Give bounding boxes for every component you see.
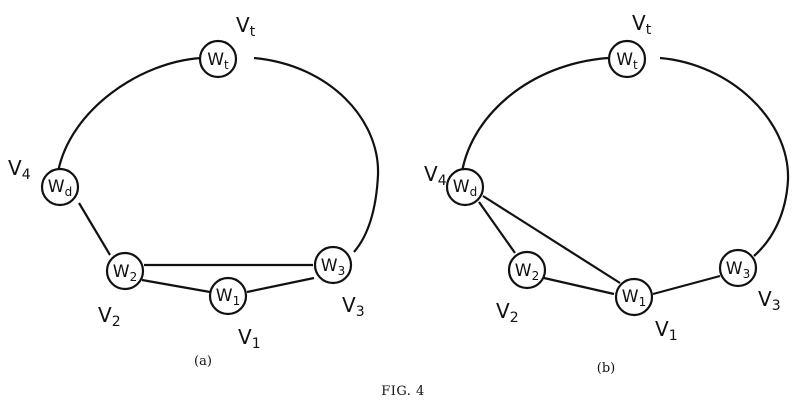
vlabel-v1: V1	[238, 325, 261, 352]
node-w2: W2	[105, 251, 145, 291]
svg-text:Wt: Wt	[616, 50, 638, 72]
svg-text:Wd: Wd	[453, 177, 477, 199]
node-w2: W2	[507, 250, 547, 290]
vlabel-v2: V2	[98, 303, 121, 330]
node-wd: Wd	[445, 167, 485, 207]
svg-text:W1: W1	[622, 287, 646, 309]
edge-w2-w1	[543, 276, 615, 296]
vlabel-v1: V1	[655, 317, 678, 344]
figure-caption: FIG. 4	[381, 384, 425, 399]
edge-wt-wd	[460, 56, 609, 173]
svg-text:W1: W1	[216, 286, 240, 308]
svg-text:Wd: Wd	[48, 177, 72, 199]
edge-wd-w2	[78, 202, 111, 256]
vlabel-vt: Vt	[236, 13, 256, 40]
panel-a: Wt Wd W2 W1 W3 Vt V4 V2 V1 V3 (a)	[8, 13, 380, 369]
vlabel-vt: Vt	[632, 11, 652, 38]
node-wd: Wd	[40, 167, 80, 207]
vlabel-v4: V4	[8, 156, 31, 183]
svg-text:W3: W3	[321, 256, 345, 278]
node-w3: W3	[313, 245, 353, 285]
vlabel-v2: V2	[496, 299, 519, 326]
edge-wd-w1	[482, 195, 621, 284]
svg-text:W2: W2	[113, 262, 137, 284]
node-w1: W1	[208, 276, 248, 316]
node-wt: Wt	[198, 39, 238, 79]
vlabel-v4: V4	[424, 162, 447, 189]
edge-w1-w3	[652, 274, 721, 296]
node-wt: Wt	[607, 39, 647, 79]
vlabel-v3: V3	[342, 293, 365, 320]
edge-w2-w1	[141, 278, 211, 294]
edge-w3-wt	[659, 56, 790, 257]
node-w1: W1	[614, 277, 654, 317]
edge-w3-wt	[253, 56, 380, 253]
vlabel-v3: V3	[758, 287, 781, 314]
svg-text:W2: W2	[515, 261, 539, 283]
svg-text:W3: W3	[726, 259, 750, 281]
panel-a-caption: (a)	[194, 354, 212, 369]
panel-b-caption: (b)	[597, 361, 615, 376]
svg-text:Wt: Wt	[207, 50, 229, 72]
edge-wt-wd	[56, 56, 202, 173]
panel-b: Wt Wd W2 W1 W3 Vt V4 V2 V1 V3 (b)	[424, 11, 790, 376]
edge-wd-w2	[478, 201, 516, 254]
node-w3: W3	[718, 248, 758, 288]
edge-w1-w3	[246, 276, 315, 294]
